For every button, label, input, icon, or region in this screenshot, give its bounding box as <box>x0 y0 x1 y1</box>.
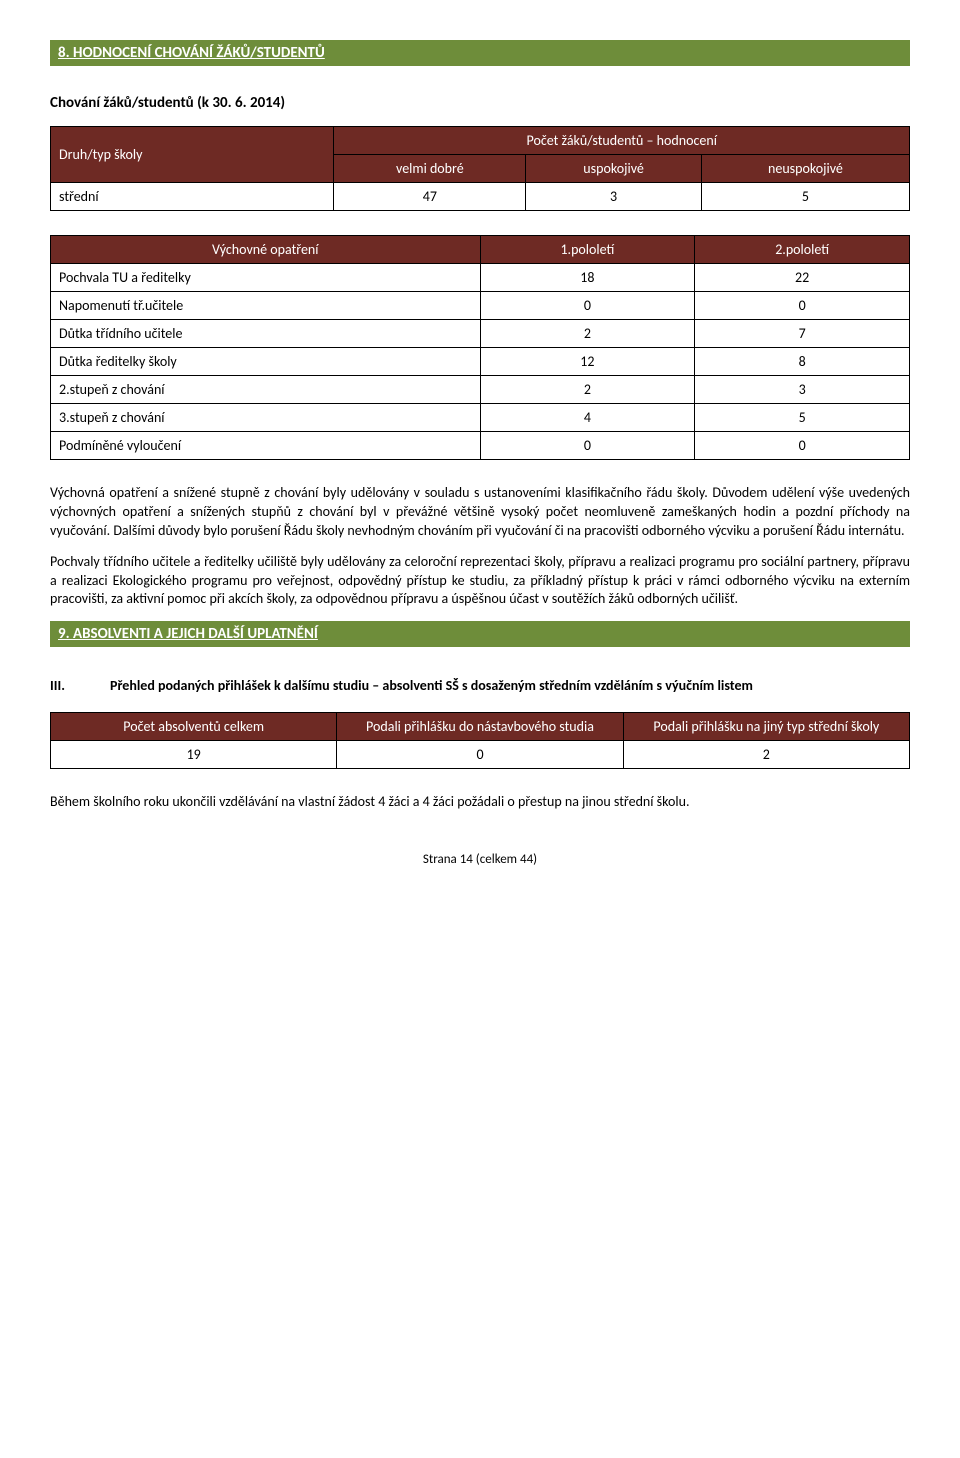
table-row-label: 3.stupeň z chování <box>51 404 481 432</box>
t3-v2: 0 <box>337 741 623 769</box>
t1-h1: velmi dobré <box>334 155 526 183</box>
table-row-v2: 0 <box>695 292 910 320</box>
t1-v1: 47 <box>334 183 526 211</box>
table-row-v1: 0 <box>480 432 695 460</box>
t3-h3: Podali přihlášku na jiný typ střední ško… <box>623 713 909 741</box>
table-row-v1: 2 <box>480 320 695 348</box>
t3-h2: Podali přihlášku do nástavbového studia <box>337 713 623 741</box>
table-row-label: Důtka třídního učitele <box>51 320 481 348</box>
roman-numeral: III. <box>50 677 110 694</box>
t2-h2: 1.pololetí <box>480 236 695 264</box>
para-1: Výchovná opatření a snížené stupně z cho… <box>50 484 910 541</box>
measures-table: Výchovné opatření 1.pololetí 2.pololetí … <box>50 235 910 460</box>
table-row-v2: 0 <box>695 432 910 460</box>
table-row-label: Pochvala TU a ředitelky <box>51 264 481 292</box>
table-row-v1: 0 <box>480 292 695 320</box>
t1-v2: 3 <box>526 183 702 211</box>
table-row-v2: 7 <box>695 320 910 348</box>
table-row-label: Napomenutí tř.učitele <box>51 292 481 320</box>
table-row-v1: 12 <box>480 348 695 376</box>
table-row-v1: 2 <box>480 376 695 404</box>
table-row-v2: 3 <box>695 376 910 404</box>
t1-merged-header: Počet žáků/studentů – hodnocení <box>334 127 910 155</box>
para-3: Během školního roku ukončili vzdělávání … <box>50 793 910 812</box>
t3-h1: Počet absolventů celkem <box>51 713 337 741</box>
t2-h1: Výchovné opatření <box>51 236 481 264</box>
t1-v3: 5 <box>701 183 909 211</box>
t1-row-label: střední <box>51 183 334 211</box>
t3-v1: 19 <box>51 741 337 769</box>
table-row-label: Důtka ředitelky školy <box>51 348 481 376</box>
behavior-table: Druh/typ školy Počet žáků/studentů – hod… <box>50 126 910 211</box>
t1-h2: uspokojivé <box>526 155 702 183</box>
page-footer: Strana 14 (celkem 44) <box>50 852 910 867</box>
table-row-v2: 22 <box>695 264 910 292</box>
section-8-header: 8. HODNOCENÍ CHOVÁNÍ ŽÁKŮ/STUDENTŮ <box>50 40 910 66</box>
table-row-v2: 8 <box>695 348 910 376</box>
graduates-table: Počet absolventů celkem Podali přihlášku… <box>50 712 910 769</box>
roman-text: Přehled podaných přihlášek k dalšímu stu… <box>110 677 910 694</box>
t1-h3: neuspokojivé <box>701 155 909 183</box>
table-row-v2: 5 <box>695 404 910 432</box>
table-row-label: 2.stupeň z chování <box>51 376 481 404</box>
t2-h3: 2.pololetí <box>695 236 910 264</box>
table-row-label: Podmíněné vyloučení <box>51 432 481 460</box>
table-row-v1: 18 <box>480 264 695 292</box>
roman-heading: III. Přehled podaných přihlášek k dalším… <box>50 677 910 694</box>
t1-label: Druh/typ školy <box>51 127 334 183</box>
section-8-subtitle: Chování žáků/studentů (k 30. 6. 2014) <box>50 94 910 112</box>
para-2: Pochvaly třídního učitele a ředitelky uč… <box>50 553 910 610</box>
table-row-v1: 4 <box>480 404 695 432</box>
section-9-header: 9. ABSOLVENTI A JEJICH DALŠÍ UPLATNĚNÍ <box>50 621 910 647</box>
t3-v3: 2 <box>623 741 909 769</box>
